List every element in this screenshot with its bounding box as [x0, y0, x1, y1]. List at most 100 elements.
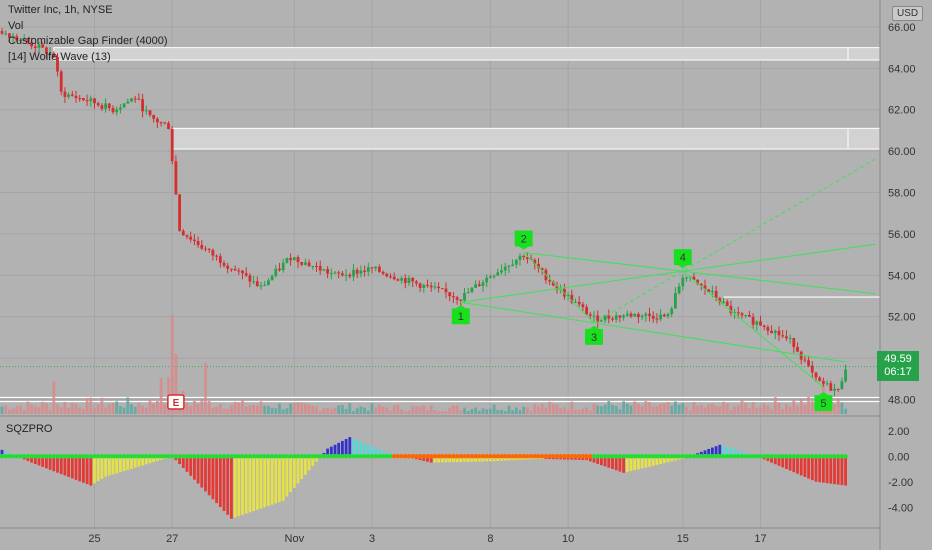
volume-bar — [633, 401, 637, 414]
sqzpro-bar — [370, 446, 374, 457]
candle-body — [30, 42, 33, 47]
sqzpro-bar — [799, 456, 803, 476]
sqzpro-bar — [207, 456, 211, 496]
wave-point-4[interactable]: 4 — [673, 249, 692, 269]
sqzpro-bar — [796, 456, 799, 474]
candle-body — [514, 259, 518, 265]
volume-bar — [19, 405, 22, 414]
squeeze-dot — [332, 454, 338, 459]
squeeze-dot — [199, 454, 204, 459]
sqzpro-bar — [267, 456, 270, 506]
sqzpro-bar — [648, 456, 651, 467]
volume-bar — [4, 405, 8, 414]
squeeze-dot — [195, 454, 201, 459]
squeeze-dot — [292, 454, 297, 459]
earnings-marker[interactable] — [167, 394, 185, 410]
candle-body — [8, 33, 11, 38]
volume-bar — [407, 410, 411, 414]
squeeze-dot — [466, 454, 471, 459]
volume-bar — [374, 407, 378, 414]
sqzpro-bar — [141, 456, 144, 466]
wave-point-2[interactable]: 2 — [514, 230, 533, 250]
sqzpro-bar — [255, 456, 259, 510]
volume-bar — [607, 400, 611, 414]
time-tick-label: 8 — [487, 533, 493, 545]
volume-bar — [540, 403, 544, 414]
squeeze-dot — [695, 454, 700, 459]
volume-bar — [400, 409, 403, 414]
legend-wolfe-wave[interactable]: [14] Wolfe Wave (13) — [8, 50, 111, 63]
candle-body — [448, 292, 452, 297]
volume-bar — [389, 410, 392, 414]
volume-bar — [156, 400, 159, 414]
squeeze-dot — [739, 454, 745, 459]
squeeze-dot — [121, 454, 127, 459]
wave-point-1[interactable]: 1 — [451, 305, 470, 325]
last-price-label: 49.59 06:17 — [877, 351, 919, 381]
squeeze-dot — [258, 454, 264, 459]
sqzpro-bar — [444, 456, 448, 463]
sqzpro-bar — [592, 456, 596, 463]
squeeze-dot — [647, 454, 652, 459]
volume-bar — [722, 401, 725, 414]
squeeze-dot — [750, 454, 756, 459]
candle-body — [722, 301, 725, 303]
squeeze-dot — [743, 454, 748, 459]
wave-point-3[interactable]: 3 — [585, 325, 603, 345]
squeeze-dot — [244, 454, 249, 459]
volume-bar — [622, 401, 625, 414]
candle-body — [492, 275, 496, 277]
volume-bar — [489, 408, 492, 414]
volume-bar — [207, 400, 211, 414]
squeeze-dot — [787, 454, 793, 459]
candle-body — [540, 268, 544, 270]
candle-body — [429, 285, 433, 288]
wave-point-5[interactable]: 5 — [814, 392, 833, 412]
currency-badge[interactable]: USD — [892, 6, 924, 21]
squeeze-dot — [129, 454, 134, 459]
legend-volume[interactable]: Vol — [8, 19, 24, 32]
squeeze-dot — [329, 454, 334, 459]
squeeze-dot — [388, 454, 393, 459]
squeeze-dot — [218, 454, 223, 459]
squeeze-dot — [780, 454, 785, 459]
sqzpro-bar — [200, 456, 204, 488]
squeeze-dot — [599, 454, 604, 459]
volume-bar — [366, 410, 370, 414]
symbol-title[interactable]: Twitter Inc, 1h, NYSE — [8, 4, 113, 16]
squeeze-dot — [44, 454, 49, 459]
sqzpro-bar — [344, 439, 348, 457]
candle-body — [500, 270, 503, 273]
squeeze-dot — [306, 454, 312, 459]
sqzpro-bar — [729, 448, 733, 457]
squeeze-dot — [73, 454, 79, 459]
legend-gap-finder[interactable]: Customizable Gap Finder (4000) — [8, 35, 168, 47]
sqzpro-bar — [614, 456, 618, 471]
volume-bar — [133, 406, 137, 414]
squeeze-dot — [824, 454, 830, 459]
candle-body — [26, 39, 30, 43]
squeeze-dot — [665, 454, 671, 459]
volume-bar — [82, 409, 85, 414]
candle-body — [263, 284, 267, 286]
candle-body — [37, 44, 41, 48]
volume-bar — [503, 411, 507, 414]
candle-body — [836, 388, 840, 390]
sqzpro-bar — [248, 456, 252, 513]
candle-body — [67, 94, 70, 97]
candle-body — [840, 381, 844, 390]
sqzpro-bar — [603, 456, 607, 467]
volume-bar — [437, 411, 440, 414]
volume-bar — [352, 411, 355, 414]
volume-bar — [45, 402, 48, 414]
squeeze-dot — [821, 454, 826, 459]
volume-bar — [26, 401, 30, 414]
volume-bar — [378, 404, 381, 414]
sqzpro-bar — [45, 456, 48, 469]
wolfe-wave-points: 1 2 3 4 5 — [451, 230, 833, 412]
sqzpro-bar — [633, 456, 637, 471]
volume-bar — [551, 403, 555, 414]
sqzpro-bar — [285, 456, 289, 497]
candle-body — [255, 281, 259, 287]
